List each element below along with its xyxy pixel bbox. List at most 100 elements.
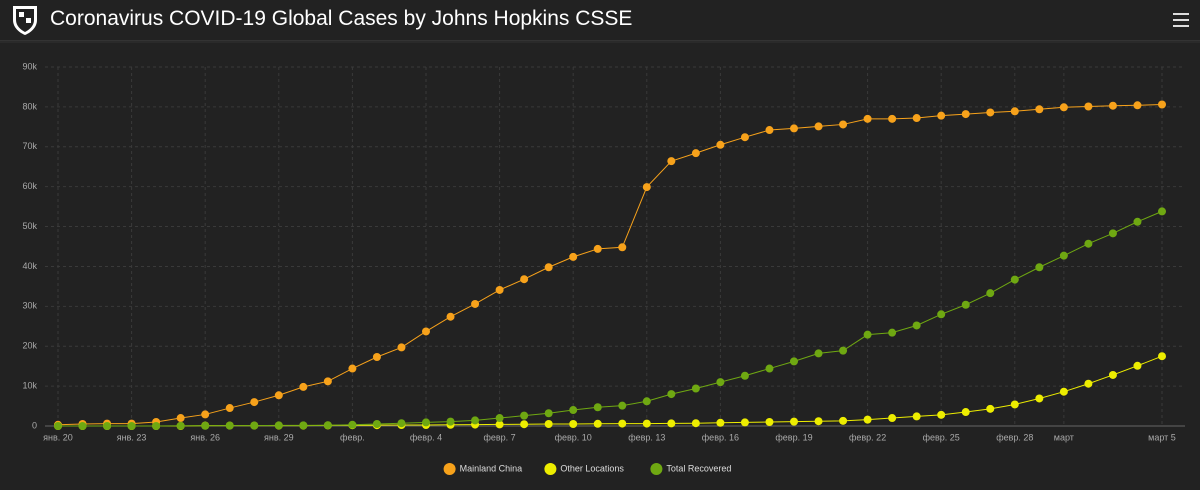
- data-point: [937, 410, 946, 419]
- data-point: [740, 418, 749, 427]
- data-point: [1158, 100, 1166, 109]
- data-point: [1035, 394, 1044, 403]
- data-point: [323, 377, 332, 386]
- data-point: [961, 408, 970, 417]
- data-point: [299, 382, 308, 391]
- data-point: [618, 243, 627, 252]
- data-point: [1059, 387, 1068, 396]
- data-point: [765, 364, 774, 373]
- data-point: [569, 406, 578, 415]
- data-point: [642, 419, 651, 428]
- data-point: [1059, 103, 1068, 112]
- y-tick-label: 90k: [22, 61, 37, 71]
- data-point: [937, 310, 946, 319]
- data-point: [1108, 229, 1117, 238]
- data-point: [544, 263, 553, 272]
- x-tick-label: янв. 29: [264, 432, 294, 442]
- y-tick-label: 20k: [22, 341, 37, 351]
- data-point: [839, 120, 848, 129]
- x-tick-label: март 5: [1148, 432, 1176, 442]
- data-point: [888, 328, 897, 337]
- data-point: [986, 108, 995, 117]
- data-point: [912, 114, 921, 123]
- data-point: [618, 401, 627, 410]
- x-tick-label: февр. 19: [775, 432, 812, 442]
- data-point: [1133, 217, 1142, 226]
- data-point: [250, 398, 259, 407]
- legend-label: Mainland China: [460, 463, 523, 473]
- data-point: [1084, 379, 1093, 388]
- data-point: [1108, 370, 1117, 379]
- data-point: [593, 244, 602, 253]
- data-point: [544, 420, 553, 429]
- data-point: [176, 414, 185, 423]
- data-point: [691, 149, 700, 158]
- x-tick-label: янв. 26: [190, 432, 220, 442]
- legend-marker: [544, 463, 557, 475]
- logo: [13, 6, 37, 35]
- data-point: [863, 330, 872, 339]
- data-point: [569, 420, 578, 429]
- data-point: [716, 140, 725, 149]
- data-point: [323, 421, 332, 430]
- data-point: [740, 133, 749, 142]
- data-point: [54, 422, 62, 430]
- data-point: [1010, 275, 1019, 284]
- data-point: [790, 417, 798, 426]
- y-tick-label: 10k: [22, 380, 37, 390]
- data-point: [1084, 102, 1093, 111]
- y-tick-label: 40k: [22, 261, 37, 271]
- data-point: [1133, 101, 1142, 110]
- data-point: [593, 403, 602, 412]
- x-tick-label: март: [1054, 432, 1074, 442]
- data-point: [839, 346, 848, 355]
- x-tick-label: февр. 4: [410, 432, 442, 442]
- menu-button[interactable]: [1172, 12, 1190, 28]
- data-point: [78, 422, 87, 430]
- data-point: [1158, 352, 1166, 361]
- data-point: [839, 416, 848, 425]
- data-point: [667, 157, 676, 166]
- data-point: [299, 421, 308, 430]
- data-point: [790, 124, 798, 133]
- x-tick-label: февр. 25: [923, 432, 960, 442]
- data-point: [201, 410, 210, 419]
- app-title: Coronavirus COVID-19 Global Cases by Joh…: [50, 7, 633, 30]
- data-point: [863, 415, 872, 424]
- legend-label: Total Recovered: [666, 463, 731, 473]
- data-point: [225, 404, 234, 413]
- legend-marker: [443, 463, 456, 475]
- y-tick-label: 50k: [22, 221, 37, 231]
- data-point: [495, 285, 504, 294]
- y-tick-label: 70k: [22, 141, 37, 151]
- data-point: [1010, 107, 1019, 116]
- x-tick-label: февр.: [340, 432, 365, 442]
- data-point: [618, 419, 627, 428]
- data-point: [348, 364, 357, 373]
- data-point: [1010, 400, 1019, 409]
- data-point: [446, 312, 455, 321]
- data-point: [863, 114, 872, 123]
- data-point: [912, 412, 921, 421]
- data-point: [1158, 207, 1166, 216]
- x-tick-label: янв. 23: [117, 432, 147, 442]
- legend-label: Other Locations: [560, 463, 624, 473]
- data-point: [593, 419, 602, 428]
- data-point: [814, 417, 823, 426]
- header: Coronavirus COVID-19 Global Cases by Joh…: [0, 0, 1200, 41]
- data-point: [790, 357, 798, 366]
- data-point: [495, 414, 504, 423]
- y-tick-label: 30k: [22, 301, 37, 311]
- data-point: [544, 409, 553, 418]
- data-point: [814, 122, 823, 131]
- y-tick-label: 0: [32, 420, 37, 430]
- data-point: [642, 183, 651, 192]
- data-point: [912, 321, 921, 330]
- data-point: [520, 411, 529, 420]
- data-point: [1108, 101, 1117, 110]
- x-tick-label: февр. 16: [702, 432, 739, 442]
- chart: 0 10k 20k 30k 40k 50k 60k 70k 80k 90k янв. 20 янв. …: [0, 41, 1200, 490]
- data-point: [372, 352, 381, 361]
- data-point: [127, 422, 136, 430]
